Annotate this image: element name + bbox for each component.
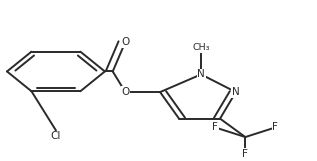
- Text: O: O: [121, 87, 129, 97]
- Text: F: F: [272, 123, 278, 133]
- Text: CH₃: CH₃: [192, 43, 210, 52]
- Text: F: F: [212, 123, 218, 133]
- Text: Cl: Cl: [51, 131, 61, 141]
- Text: F: F: [243, 149, 248, 159]
- Text: N: N: [197, 69, 205, 79]
- Text: O: O: [121, 37, 129, 47]
- Text: N: N: [232, 87, 240, 97]
